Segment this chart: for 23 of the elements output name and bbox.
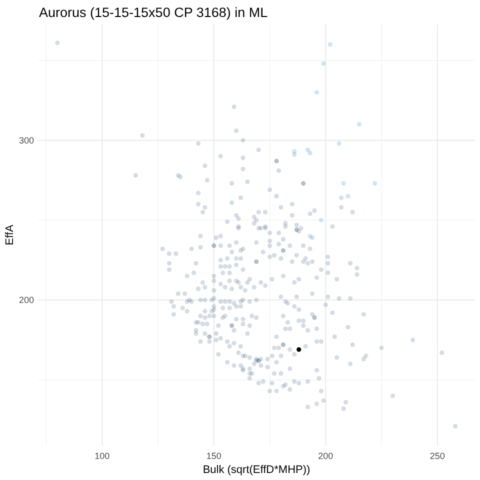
x-tick-label: 150 [206,451,222,461]
point [308,150,312,156]
y-tick-label: 300 [18,135,34,146]
y-axis-title: EffA [4,224,16,246]
point [318,218,324,222]
point [296,347,302,352]
point [321,61,326,66]
point [310,235,315,240]
point [341,181,346,186]
point [339,195,344,200]
point [292,152,297,157]
point [314,90,320,95]
chart-title: Aurorus (15-15-15x50 CP 3168) in ML [39,5,268,20]
x-tick-label: 250 [430,451,445,461]
point [346,194,350,198]
x-tick-label: 200 [318,451,334,461]
x-axis-title: Bulk (sqrt(EffD*MHP)) [202,464,310,476]
x-tick-label: 100 [94,451,110,461]
point [356,122,362,127]
point [328,42,332,47]
point [372,181,378,186]
point [306,148,310,152]
point [336,141,342,146]
